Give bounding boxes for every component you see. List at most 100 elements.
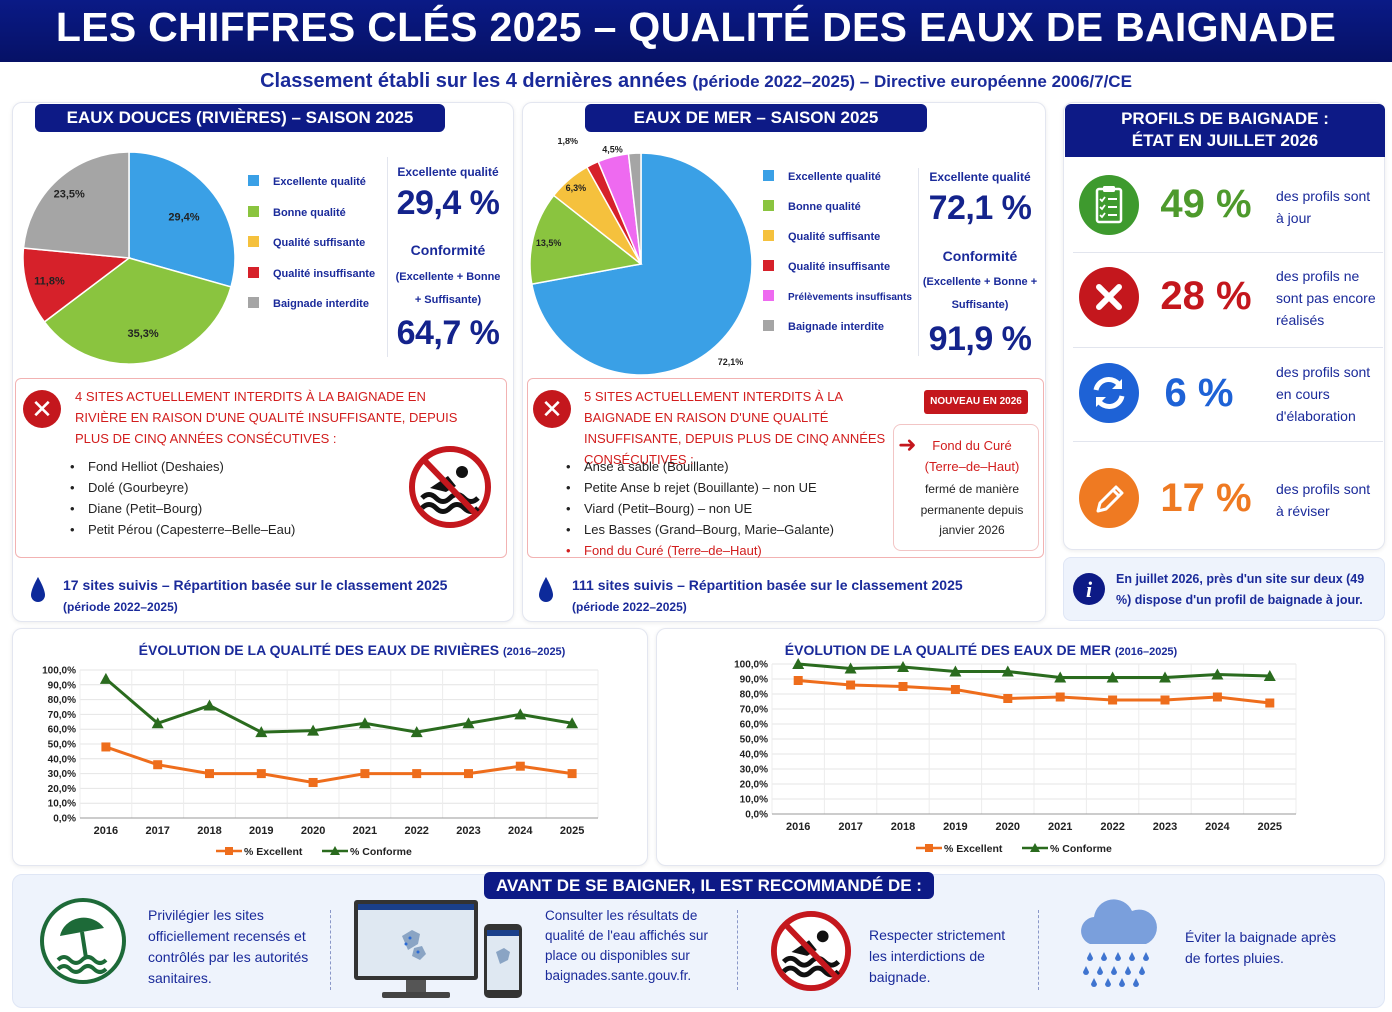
legend-label: % Conforme bbox=[1050, 843, 1112, 855]
new-closure-desc: fermé de manière permanente depuis janvi… bbox=[920, 482, 1024, 537]
pie-data-label: 23,5% bbox=[54, 188, 85, 200]
x-tick-label: 2018 bbox=[891, 821, 915, 833]
data-point bbox=[99, 672, 112, 684]
legend-label: Qualité insuffisante bbox=[788, 261, 891, 273]
info-icon: i bbox=[1073, 573, 1105, 605]
x-tick-label: 2020 bbox=[301, 825, 325, 837]
x-tick-label: 2025 bbox=[560, 825, 584, 837]
legend-label: % Conforme bbox=[350, 846, 412, 858]
y-tick-label: 40,0% bbox=[48, 754, 76, 765]
series-line bbox=[104, 677, 573, 734]
x-tick-label: 2023 bbox=[1153, 821, 1177, 833]
data-point bbox=[514, 708, 527, 720]
legend-label: Excellente qualité bbox=[273, 176, 366, 188]
rivers-footer-main: 17 sites suivis – Répartition basée sur … bbox=[63, 577, 448, 593]
data-point bbox=[203, 699, 216, 711]
x-tick-label: 2024 bbox=[1205, 821, 1230, 833]
data-point bbox=[462, 717, 475, 729]
divider bbox=[1038, 910, 1039, 990]
pencil-icon bbox=[1079, 468, 1139, 528]
legend-label: Bonne qualité bbox=[273, 206, 346, 219]
profiles-info-box bbox=[1063, 557, 1385, 621]
list-item: Les Basses (Grand–Bourg, Marie–Galante) bbox=[566, 519, 896, 540]
x-circle-icon bbox=[1079, 267, 1139, 327]
pie-data-label: 4,5% bbox=[602, 144, 623, 154]
pie-data-label: 72,1% bbox=[718, 357, 744, 367]
x-tick-label: 2017 bbox=[838, 821, 862, 833]
profile-pct-to-review: 17 % bbox=[1160, 476, 1252, 520]
data-point bbox=[307, 724, 320, 736]
sea-footer-main: 111 sites suivis – Répartition basée sur… bbox=[572, 577, 963, 593]
data-point bbox=[1055, 692, 1065, 702]
y-tick-label: 10,0% bbox=[740, 795, 768, 806]
data-point bbox=[255, 726, 268, 738]
data-point bbox=[410, 726, 423, 738]
profiles-title-line2: ÉTAT EN JUILLET 2026 bbox=[1131, 131, 1319, 150]
pie-data-label: 29,4% bbox=[168, 211, 199, 223]
rivers-stat1-value: 29,4 % bbox=[396, 184, 500, 222]
sea-stat1-value: 72,1 % bbox=[928, 189, 1032, 227]
data-point bbox=[1159, 671, 1171, 683]
recommendation-text: Éviter la baignade après de fortes pluie… bbox=[1185, 929, 1336, 966]
data-point bbox=[950, 685, 960, 694]
data-point bbox=[256, 769, 266, 779]
legend-label: Qualité suffisante bbox=[273, 237, 366, 249]
legend-item: Qualité insuffisante bbox=[763, 260, 913, 290]
recommendation-text: Consulter les résultats de qualité de l'… bbox=[545, 908, 708, 983]
sea-panel-title: EAUX DE MER – SAISON 2025 bbox=[585, 104, 927, 132]
data-point bbox=[1263, 670, 1276, 681]
legend-swatch bbox=[248, 266, 259, 278]
sea-chart-title: ÉVOLUTION DE LA QUALITÉ DES EAUX DE MER … bbox=[656, 642, 1306, 658]
close-icon: ✕ bbox=[533, 390, 571, 428]
divider bbox=[737, 910, 738, 990]
y-tick-label: 50,0% bbox=[48, 740, 76, 751]
refresh-icon bbox=[1079, 363, 1139, 423]
profiles-title-bg bbox=[1065, 104, 1385, 157]
rivers-chart-card bbox=[12, 628, 648, 866]
pie-data-label: 6,3% bbox=[566, 183, 587, 193]
y-tick-label: 80,0% bbox=[48, 695, 76, 706]
new-closure-name: Fond du Curé bbox=[932, 438, 1012, 453]
sea-stat2-sub: (Excellente + Bonne + Suffisante) bbox=[922, 276, 1038, 311]
data-point bbox=[792, 658, 805, 669]
rivers-chart-title: ÉVOLUTION DE LA QUALITÉ DES EAUX DE RIVI… bbox=[12, 642, 692, 658]
data-point bbox=[151, 717, 164, 729]
y-tick-label: 90,0% bbox=[48, 680, 76, 691]
divider bbox=[1073, 252, 1383, 253]
legend-label: Bonne qualité bbox=[788, 201, 861, 213]
sea-sites-list: Anse à sable (Bouillante) Petite Anse b … bbox=[566, 456, 896, 561]
list-item: Fond du Curé (Terre–de–Haut) bbox=[566, 540, 896, 561]
y-tick-label: 0,0% bbox=[745, 810, 768, 821]
divider bbox=[918, 168, 919, 356]
rivers-sites-list: Fond Helliot (Deshaies) Dolé (Gourbeyre)… bbox=[70, 456, 390, 540]
legend-marker bbox=[1030, 843, 1040, 852]
legend-swatch bbox=[763, 260, 774, 271]
legend-swatch bbox=[763, 200, 774, 211]
legend-marker bbox=[925, 844, 933, 852]
y-tick-label: 20,0% bbox=[48, 784, 76, 795]
data-point bbox=[1001, 665, 1014, 677]
x-tick-label: 2022 bbox=[1100, 821, 1124, 833]
data-point bbox=[1212, 692, 1222, 702]
profiles-title: PROFILS DE BAIGNADE : ÉTAT EN JUILLET 20… bbox=[1065, 108, 1385, 152]
data-point bbox=[1054, 671, 1067, 683]
rivers-alert-text: 4 SITES ACTUELLEMENT INTERDITS À LA BAIG… bbox=[75, 389, 458, 446]
page-title: LES CHIFFRES CLÉS 2025 – QUALITÉ DES EAU… bbox=[55, 4, 1337, 50]
profile-pct-in-progress: 6 % bbox=[1164, 371, 1234, 415]
profiles-title-line1: PROFILS DE BAIGNADE : bbox=[1121, 109, 1329, 128]
arrow-right-icon: ➜ bbox=[898, 432, 917, 457]
data-point bbox=[1211, 668, 1224, 680]
y-tick-label: 70,0% bbox=[48, 710, 76, 721]
clipboard-check-icon bbox=[1079, 175, 1139, 235]
profile-desc-in-progress: des profils sont en cours d'élaboration bbox=[1276, 364, 1371, 424]
x-tick-label: 2019 bbox=[943, 821, 967, 833]
legend-label: Baignade interdite bbox=[273, 298, 369, 310]
data-point bbox=[101, 742, 111, 752]
computer-phone-icon bbox=[354, 900, 522, 998]
rivers-line-chart: 0,0% 10,0% 20,0% 30,0% 40,0% 50,0% 60,0% 70,0% 8… bbox=[42, 666, 599, 858]
divider bbox=[330, 910, 331, 990]
divider bbox=[1073, 441, 1383, 442]
y-tick-label: 0,0% bbox=[53, 814, 76, 825]
x-tick-label: 2020 bbox=[996, 821, 1020, 833]
data-point bbox=[1265, 698, 1275, 708]
